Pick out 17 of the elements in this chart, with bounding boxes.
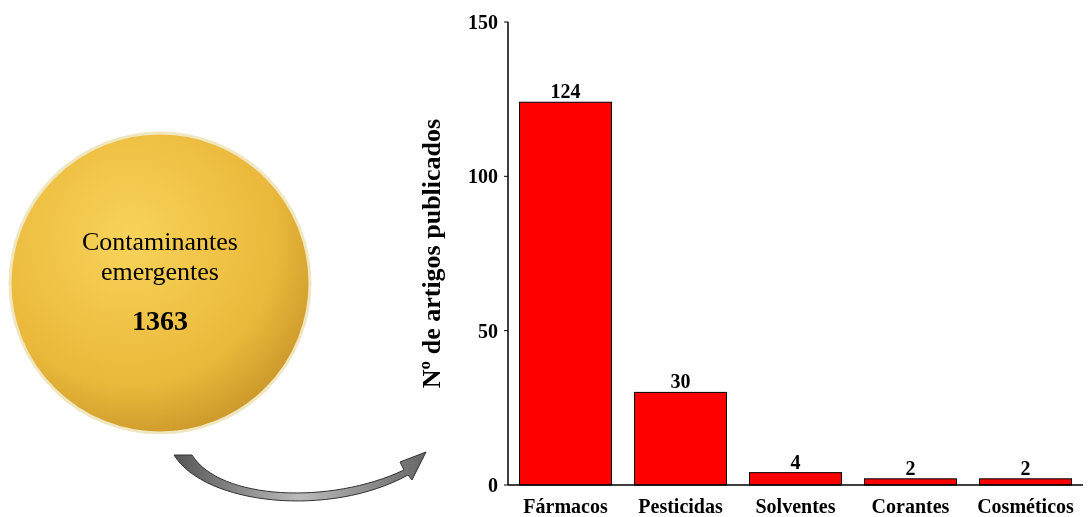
data-label: 4 bbox=[790, 450, 801, 473]
data-label: 30 bbox=[670, 370, 691, 393]
data-label: 2 bbox=[1020, 456, 1031, 479]
x-tick-label: Solventes bbox=[755, 495, 836, 517]
x-tick-label: Corantes bbox=[871, 495, 950, 517]
x-tick-label: Fármacos bbox=[523, 495, 608, 517]
y-axis-title: Nº de artigos publicados bbox=[417, 118, 446, 389]
y-tick-label: 50 bbox=[478, 319, 498, 342]
text: Contaminantes emergentes bbox=[82, 227, 238, 286]
y-tick-label: 0 bbox=[488, 474, 498, 496]
data-label: 2 bbox=[905, 456, 916, 479]
y-tick-label: 100 bbox=[468, 165, 498, 188]
x-tick-label: Cosméticos bbox=[977, 495, 1075, 517]
data-label: 124 bbox=[550, 80, 581, 103]
x-tick-label: Pesticidas bbox=[638, 495, 723, 517]
text: 1363 bbox=[132, 305, 188, 336]
y-tick-label: 150 bbox=[468, 11, 498, 33]
